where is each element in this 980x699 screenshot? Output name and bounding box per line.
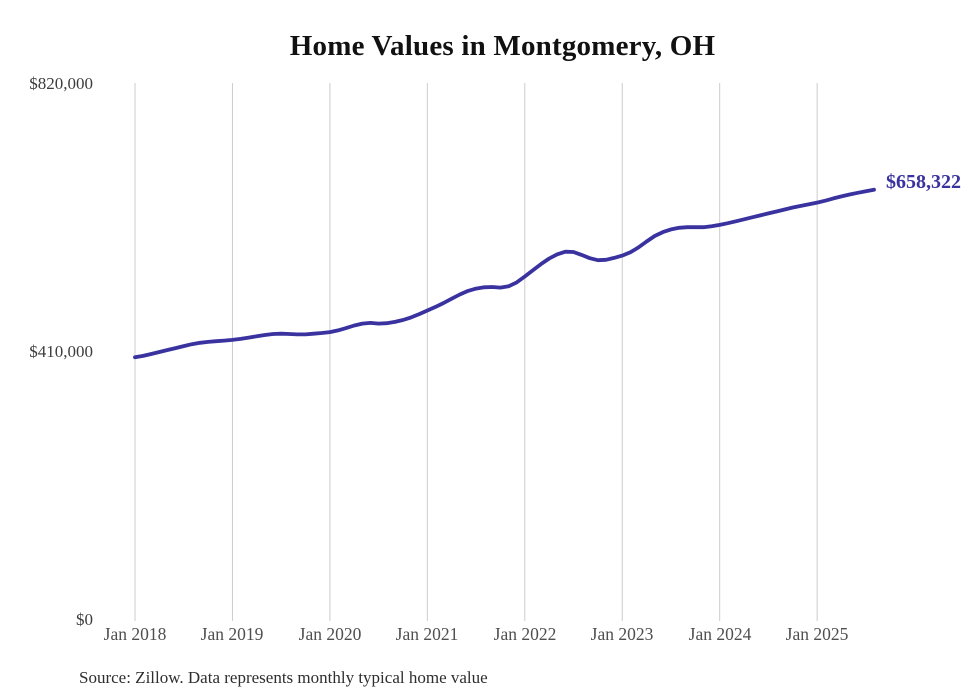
y-tick-label-410000: $410,000 (29, 342, 93, 361)
y-tick-label-820000: $820,000 (29, 74, 93, 93)
y-tick-label-0: $0 (76, 610, 93, 629)
series-line (133, 187, 876, 360)
x-tick-label-2018: Jan 2018 (103, 624, 167, 644)
x-tick-label-2023: Jan 2023 (590, 624, 654, 644)
x-tick-label-2024: Jan 2024 (688, 624, 752, 644)
x-tick-label-2022: Jan 2022 (493, 624, 557, 644)
x-tick-label-2019: Jan 2019 (200, 624, 264, 644)
source-note: Source: Zillow. Data represents monthly … (79, 668, 488, 687)
x-tick-label-2025: Jan 2025 (785, 624, 849, 644)
end-value-label: $658,322 (886, 171, 961, 193)
chart-title: Home Values in Montgomery, OH (289, 30, 716, 62)
x-tick-label-2021: Jan 2021 (395, 624, 459, 644)
x-tick-label-2020: Jan 2020 (298, 624, 362, 644)
